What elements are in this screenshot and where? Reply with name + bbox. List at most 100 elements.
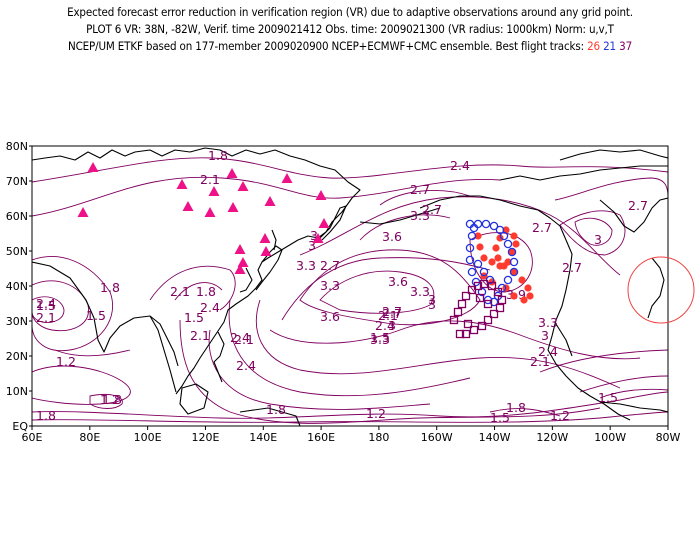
track-c-marker	[453, 307, 463, 317]
observation-triangles	[77, 162, 330, 274]
coastline-asia-north	[32, 147, 361, 239]
contour-label: 2.7	[422, 202, 442, 217]
contour-label: 2.4	[230, 330, 250, 345]
contour-label: 2.7	[382, 306, 402, 321]
flight-tracks	[449, 219, 534, 339]
track-b-marker	[473, 259, 483, 269]
contour-label: 2.1	[200, 172, 220, 187]
track-b-marker	[469, 223, 479, 233]
coastline-borneo	[179, 383, 209, 415]
track-c-number: 37	[619, 39, 633, 53]
track-a-marker	[518, 276, 526, 284]
x-tick-label: 120W	[536, 431, 568, 444]
coastline-na-west	[547, 239, 631, 421]
contour-line	[359, 214, 451, 241]
contour-line	[32, 365, 131, 405]
coastline-gulf	[599, 401, 668, 413]
contour-line	[554, 177, 668, 201]
coastline-arctic-na	[499, 165, 668, 181]
contour-label: 1.8	[100, 280, 120, 295]
contour-label: 1.5	[184, 310, 204, 325]
contour-line	[299, 249, 481, 326]
track-b-marker	[507, 247, 517, 257]
contour-label: 2.1	[36, 310, 56, 325]
contour-label: 2.4	[538, 344, 558, 359]
contour-label: 2.4	[236, 358, 256, 373]
observation-triangle	[264, 196, 276, 206]
x-tick-label: 100W	[594, 431, 626, 444]
track-b-marker	[499, 231, 509, 241]
coastline-japan	[255, 245, 283, 291]
track-b-marker	[467, 231, 477, 241]
track-a-number: 26	[587, 39, 600, 53]
x-tick-label: 60E	[22, 431, 43, 444]
contour-label: 3.3	[370, 332, 390, 347]
contour-line	[179, 319, 601, 424]
y-tick-label: 40N	[6, 280, 28, 293]
contour-label: 1.5	[598, 390, 618, 405]
track-a-marker	[510, 232, 518, 240]
coastline-hudson	[599, 197, 668, 233]
track-a-marker	[508, 248, 516, 256]
track-b-marker	[489, 221, 499, 231]
track-b-marker	[479, 267, 489, 277]
x-tick-label: 120E	[191, 431, 219, 444]
latitude-axis: EQ 10N 20N 30N 40N 50N 60N 70N 80N	[6, 140, 32, 433]
contour-label: 3.3	[296, 258, 316, 273]
contour-line	[319, 270, 435, 314]
observation-triangle	[315, 190, 327, 200]
contour-label: 2.4	[200, 300, 220, 315]
track-a-marker	[524, 284, 532, 292]
x-tick-label: 160W	[421, 431, 453, 444]
track-a-marker	[480, 254, 488, 262]
coastline-na-east	[647, 257, 665, 319]
contour-label: 1.8	[506, 400, 526, 415]
contour-label: 1.8	[196, 284, 216, 299]
contour-label: 2.4	[450, 158, 470, 173]
observation-triangle	[318, 218, 330, 228]
track-b-marker	[465, 219, 475, 229]
track-b-marker	[509, 267, 519, 277]
plot-header: Expected forecast error reduction in ver…	[0, 4, 700, 55]
contour-line	[89, 393, 123, 409]
contour-label: 3.3	[538, 315, 558, 330]
track-c-marker	[477, 321, 487, 331]
contour-label: 2.7	[382, 304, 402, 319]
observation-triangle	[237, 181, 249, 191]
contour-label: 2.1	[378, 308, 398, 323]
y-tick-label: 30N	[6, 315, 28, 328]
coastline-philippines	[213, 331, 225, 383]
track-c-marker	[463, 319, 473, 329]
track-c-marker	[489, 309, 499, 319]
contour-label: 3	[541, 328, 549, 343]
track-a-marker	[500, 262, 508, 270]
coastline-kamchatka	[319, 205, 347, 241]
contour-label: 1.5	[370, 330, 390, 345]
contour-label: 2.1	[170, 284, 190, 299]
contour-label: 2.7	[628, 198, 648, 213]
observation-triangle	[208, 186, 220, 196]
contour-label: 3.3	[320, 278, 340, 293]
contour-label: 1.2	[56, 354, 76, 369]
track-c-marker	[487, 281, 497, 291]
track-a-marker	[474, 232, 482, 240]
y-tick-label: 10N	[6, 385, 28, 398]
coastline-india	[32, 261, 179, 367]
track-b-marker	[495, 225, 505, 235]
contour-line	[149, 265, 236, 311]
x-tick-label: 160E	[307, 431, 335, 444]
contour-label: 3.6	[382, 229, 402, 244]
observation-triangle	[176, 179, 188, 189]
track-c-marker	[473, 281, 483, 291]
contour-labels: 1.82.12.42.73.33.632.73.33.63.333.92.73.…	[36, 148, 648, 425]
title-line-3-text: NCEP/UM ETKF based on 177-member 2009020…	[67, 39, 584, 53]
contour-label: 1.8	[102, 392, 122, 407]
track-b-marker	[473, 219, 483, 229]
observation-triangle	[227, 202, 239, 212]
contour-line	[269, 320, 641, 360]
coastline-arctic-islands	[559, 149, 668, 161]
contour-label: 2.7	[410, 182, 430, 197]
contour-line	[228, 299, 471, 397]
contour-label: 3	[308, 238, 316, 253]
contour-label: 2.7	[562, 260, 582, 275]
